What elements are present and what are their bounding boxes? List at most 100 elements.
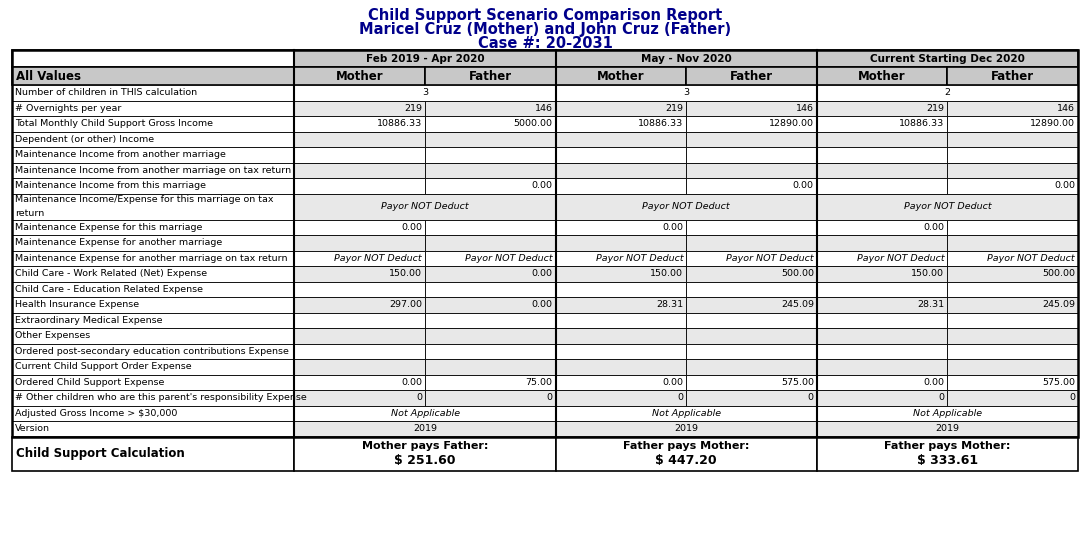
Bar: [687, 297, 816, 312]
Text: Child Care - Education Related Expense: Child Care - Education Related Expense: [15, 285, 203, 294]
Text: 0.00: 0.00: [792, 181, 814, 190]
Bar: [816, 178, 947, 193]
Bar: [425, 163, 556, 178]
Bar: [556, 163, 687, 178]
Text: Payor NOT Deduct: Payor NOT Deduct: [857, 254, 944, 263]
Text: Payor NOT Deduct: Payor NOT Deduct: [904, 202, 991, 211]
Text: 2019: 2019: [413, 424, 437, 433]
Bar: [294, 163, 425, 178]
Bar: [12, 297, 294, 312]
Text: 2019: 2019: [935, 424, 959, 433]
Bar: [816, 421, 1078, 436]
Bar: [947, 266, 1078, 282]
Bar: [947, 147, 1078, 163]
Text: Current Child Support Order Expense: Current Child Support Order Expense: [15, 362, 192, 371]
Bar: [687, 375, 816, 390]
Text: Health Insurance Expense: Health Insurance Expense: [15, 300, 140, 309]
Bar: [294, 282, 425, 297]
Bar: [294, 312, 425, 328]
Text: All Values: All Values: [16, 69, 81, 82]
Text: Payor NOT Deduct: Payor NOT Deduct: [595, 254, 683, 263]
Bar: [425, 178, 556, 193]
Text: Maintenance Expense for this marriage: Maintenance Expense for this marriage: [15, 223, 203, 232]
Bar: [12, 235, 294, 251]
Bar: [12, 147, 294, 163]
Bar: [816, 328, 947, 343]
Text: 0: 0: [1069, 393, 1075, 402]
Bar: [294, 297, 425, 312]
Bar: [425, 219, 556, 235]
Text: Case #: 20-2031: Case #: 20-2031: [477, 36, 613, 51]
Bar: [294, 67, 425, 85]
Text: Father pays Mother:: Father pays Mother:: [884, 441, 1010, 451]
Bar: [12, 436, 294, 471]
Bar: [687, 282, 816, 297]
Bar: [425, 375, 556, 390]
Text: 2019: 2019: [675, 424, 699, 433]
Text: 0.00: 0.00: [532, 181, 553, 190]
Bar: [816, 390, 947, 406]
Bar: [947, 359, 1078, 375]
Text: 0: 0: [808, 393, 814, 402]
Bar: [294, 359, 425, 375]
Text: Maintenance Income from this marriage: Maintenance Income from this marriage: [15, 181, 206, 190]
Text: 297.00: 297.00: [389, 300, 422, 309]
Text: 146: 146: [535, 104, 553, 113]
Bar: [425, 343, 556, 359]
Bar: [556, 328, 687, 343]
Text: Maintenance Expense for another marriage on tax return: Maintenance Expense for another marriage…: [15, 254, 288, 263]
Bar: [816, 132, 947, 147]
Bar: [816, 359, 947, 375]
Text: 0: 0: [416, 393, 422, 402]
Text: 28.31: 28.31: [918, 300, 944, 309]
Text: Not Applicable: Not Applicable: [390, 409, 460, 418]
Text: May - Nov 2020: May - Nov 2020: [641, 54, 731, 63]
Bar: [425, 132, 556, 147]
Bar: [816, 219, 947, 235]
Bar: [294, 193, 556, 219]
Bar: [687, 100, 816, 116]
Text: Father pays Mother:: Father pays Mother:: [623, 441, 750, 451]
Bar: [556, 85, 816, 100]
Bar: [816, 406, 1078, 421]
Bar: [947, 328, 1078, 343]
Text: Mother pays Father:: Mother pays Father:: [362, 441, 488, 451]
Bar: [556, 436, 816, 471]
Bar: [12, 85, 294, 100]
Bar: [12, 282, 294, 297]
Bar: [556, 297, 687, 312]
Text: 2: 2: [944, 88, 950, 97]
Text: 0.00: 0.00: [1054, 181, 1075, 190]
Bar: [425, 312, 556, 328]
Text: 0.00: 0.00: [663, 223, 683, 232]
Bar: [556, 251, 687, 266]
Bar: [816, 343, 947, 359]
Bar: [816, 297, 947, 312]
Text: 75.00: 75.00: [525, 378, 553, 387]
Bar: [12, 343, 294, 359]
Bar: [556, 50, 816, 67]
Bar: [816, 163, 947, 178]
Text: 245.09: 245.09: [780, 300, 814, 309]
Bar: [294, 100, 425, 116]
Bar: [556, 312, 687, 328]
Text: 3: 3: [422, 88, 428, 97]
Text: 219: 219: [926, 104, 944, 113]
Text: Other Expenses: Other Expenses: [15, 331, 90, 340]
Bar: [425, 251, 556, 266]
Bar: [947, 178, 1078, 193]
Bar: [687, 163, 816, 178]
Bar: [556, 359, 687, 375]
Bar: [947, 282, 1078, 297]
Text: 0: 0: [938, 393, 944, 402]
Text: $ 447.20: $ 447.20: [655, 454, 717, 467]
Bar: [294, 132, 425, 147]
Bar: [556, 375, 687, 390]
Text: Maintenance Income/Expense for this marriage on tax: Maintenance Income/Expense for this marr…: [15, 195, 274, 204]
Bar: [12, 375, 294, 390]
Bar: [294, 235, 425, 251]
Bar: [294, 116, 425, 132]
Text: Maricel Cruz (Mother) and John Cruz (Father): Maricel Cruz (Mother) and John Cruz (Fat…: [359, 22, 731, 37]
Bar: [816, 266, 947, 282]
Text: 150.00: 150.00: [389, 269, 422, 278]
